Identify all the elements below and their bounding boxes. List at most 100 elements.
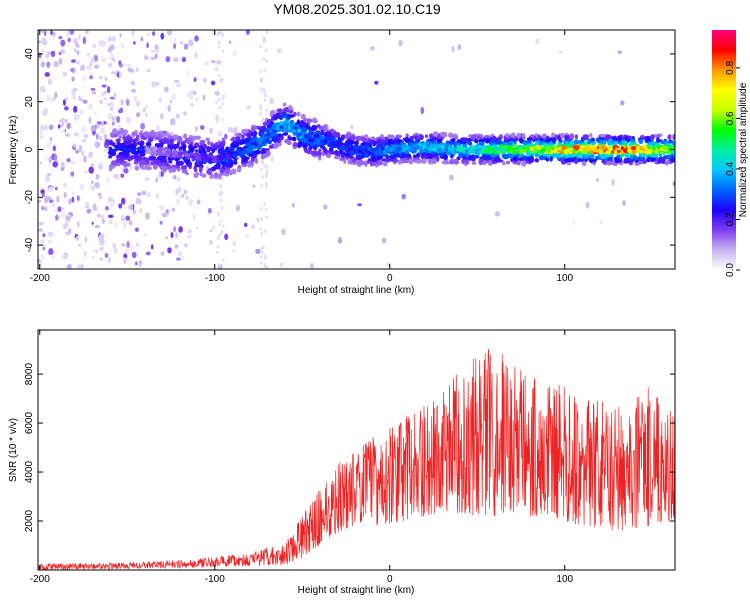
spectrogram-cell (333, 131, 338, 138)
spectrogram-cell (188, 90, 194, 96)
spectrogram-cell (128, 204, 134, 211)
spectrogram-cell (248, 146, 253, 152)
spectrogram-cell (99, 238, 105, 246)
spectrogram-cell (323, 139, 328, 144)
spectrogram-cell (231, 136, 236, 142)
spectrogram-cell (74, 60, 80, 65)
y-tick-label: 8000 (24, 363, 35, 386)
spectrogram-cell (589, 154, 595, 160)
spectrogram-cell (176, 83, 182, 88)
spectrogram-cell (217, 41, 221, 45)
x-tick-label: -100 (205, 273, 225, 284)
spectrogram-cell (143, 55, 149, 61)
spectrogram-cell (466, 140, 473, 146)
spectrogram-cell (244, 138, 249, 143)
spectrogram-cell (177, 136, 183, 143)
spectrogram-cell (155, 178, 158, 183)
spectrogram-cell (93, 111, 97, 117)
spectrogram-cell (349, 139, 355, 145)
spectrogram-cell (62, 99, 66, 106)
spectrogram-cell (144, 157, 150, 164)
spectrogram-cell (195, 125, 198, 132)
spectrogram-cell (145, 251, 151, 256)
spectrogram-cell (282, 132, 289, 136)
spectrogram-cell (76, 195, 80, 201)
spectrogram-cell (529, 147, 534, 152)
spectrogram-cell (71, 191, 75, 196)
spectrogram-cell (624, 153, 630, 158)
spectrogram-cell (90, 87, 96, 91)
spectrogram-cell (175, 257, 181, 261)
spectrogram-cell (327, 153, 331, 158)
spectrogram-cell (521, 160, 527, 167)
spectrogram-cell (159, 112, 164, 120)
spectrogram-cell (112, 35, 116, 42)
spectrogram-cell (639, 150, 644, 154)
spectrogram-cell (109, 53, 113, 59)
spectrogram-cell (185, 153, 191, 157)
spectrogram-cell (81, 64, 85, 71)
spectrogram-cell (397, 159, 403, 165)
spectrogram-cell (112, 57, 116, 63)
spectrogram-cell (70, 67, 75, 73)
spectrogram-cell (220, 142, 224, 148)
spectrogram-cell (123, 257, 127, 265)
spectrogram-cell (205, 137, 209, 142)
spectrogram-cell (461, 137, 467, 141)
spectrogram-cell (174, 150, 179, 156)
spectrogram-cell (330, 151, 336, 155)
spectrogram-cell (150, 155, 155, 161)
spectrogram-cell (229, 158, 234, 165)
spectrogram-cell (200, 156, 206, 162)
spectrogram-cell (172, 134, 179, 139)
spectrogram-cell (264, 174, 268, 178)
spectrogram-cell (60, 117, 65, 122)
y-tick-label: 2000 (24, 509, 35, 532)
spectrogram-cell (300, 113, 306, 120)
spectrogram-cell (279, 262, 284, 268)
spectrogram-cell (298, 141, 302, 146)
spectrogram-cell (187, 137, 192, 144)
spectrogram-cell (278, 125, 284, 130)
spectrogram-cell (259, 69, 262, 74)
spectrogram-cell (73, 48, 77, 53)
spectrogram-cell (48, 199, 54, 204)
spectrogram-cell (60, 166, 65, 171)
spectrogram-cell (118, 71, 122, 79)
spectrogram-cell (184, 243, 188, 248)
spectrogram-cell (40, 30, 46, 33)
spectrogram-cell (104, 139, 111, 146)
spectrogram-cell (152, 163, 158, 170)
spectrogram-cell (121, 197, 126, 205)
spectrogram-cell (482, 149, 488, 154)
spectrogram-cell (173, 43, 177, 50)
spectrogram-cell (103, 97, 107, 101)
spectrogram-cell (371, 147, 376, 152)
spectrogram-cell (440, 131, 445, 137)
spectrogram-cell (220, 198, 223, 203)
colorbar-tick-label: 0.8 (725, 61, 736, 75)
spectrogram-cell (176, 186, 182, 193)
spectrogram-cell (266, 139, 273, 145)
spectrogram-cell (146, 192, 151, 198)
spectrogram-cell (376, 156, 381, 161)
spectrogram-cell (296, 111, 301, 117)
spectrogram-cell (47, 78, 53, 85)
spectrogram-cell (505, 160, 511, 165)
spectrogram-cell (182, 145, 187, 152)
spectrogram-cell (145, 112, 148, 117)
spectrogram-cell (259, 86, 263, 94)
spectrogram-cell (581, 155, 586, 160)
spectrogram-cell (599, 133, 606, 138)
spectrogram-cell (81, 264, 84, 268)
spectrogram-cell (98, 195, 103, 200)
spectrogram-cell (262, 153, 269, 158)
spectrogram-cell (576, 152, 580, 159)
spectrogram-cell (170, 118, 176, 126)
spectrogram-cell (401, 193, 406, 200)
spectrogram-cell (526, 140, 532, 144)
spectrogram-cell (110, 44, 115, 51)
spectrogram-cell (196, 199, 201, 205)
spectrogram-cell (599, 140, 603, 145)
spectrogram-cell (52, 31, 56, 38)
